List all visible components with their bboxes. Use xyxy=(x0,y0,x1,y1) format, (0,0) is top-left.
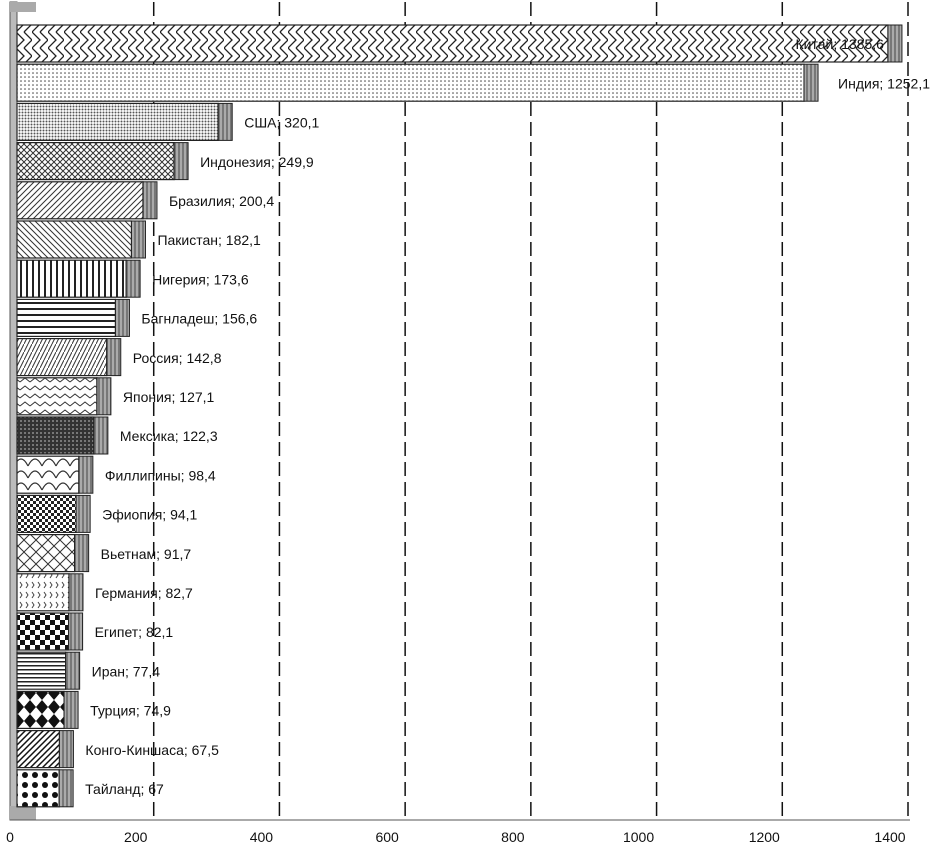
bar-side xyxy=(78,455,94,494)
x-tick-label: 200 xyxy=(124,829,148,845)
bar xyxy=(16,259,127,298)
bar xyxy=(16,533,76,573)
bar xyxy=(16,102,219,142)
bar-side xyxy=(74,534,90,573)
x-tick-label: 400 xyxy=(250,829,274,845)
bar-side xyxy=(142,181,158,220)
data-label: Египет; 82,1 xyxy=(95,624,174,640)
bar xyxy=(16,24,889,63)
axis-corner-block-bottom xyxy=(10,806,36,820)
gridlines xyxy=(152,2,909,820)
bar xyxy=(16,63,805,102)
data-label: Бразилия; 200,4 xyxy=(169,193,274,209)
data-label: Филлипины; 98,4 xyxy=(105,467,216,483)
bar xyxy=(16,573,70,612)
bar-side xyxy=(217,102,233,141)
data-label: Нигерия; 173,6 xyxy=(152,271,249,287)
bar-side xyxy=(114,298,130,337)
data-label: Мексика; 122,3 xyxy=(120,428,218,444)
bar-side xyxy=(68,573,84,612)
x-tick-label: 1000 xyxy=(623,829,654,845)
data-label: Япония; 127,1 xyxy=(123,389,215,405)
bar xyxy=(16,377,98,416)
bars xyxy=(16,24,903,808)
bar xyxy=(16,338,108,377)
bar xyxy=(16,220,133,259)
data-label: Турция; 74,9 xyxy=(90,703,171,719)
x-tick-label: 0 xyxy=(6,829,14,845)
data-label: Индия; 1252,1 xyxy=(838,75,930,91)
x-tick-label: 1200 xyxy=(749,829,780,845)
bar-side xyxy=(125,259,141,298)
bar-side xyxy=(803,63,819,102)
bar xyxy=(16,181,144,220)
bar-side xyxy=(106,338,122,377)
left-axis-wall xyxy=(9,1,18,821)
data-label: Россия; 142,8 xyxy=(133,350,222,366)
bar-side xyxy=(58,730,74,769)
bar-side xyxy=(130,220,146,259)
data-label: Тайланд; 67 xyxy=(85,781,164,797)
bar-side xyxy=(63,690,79,729)
data-label: Индонезия; 249,9 xyxy=(200,154,314,170)
bar-side xyxy=(887,24,903,63)
data-labels: Китай; 1385,6 Индия; 1252,1 США; 320,1 Индо… xyxy=(85,36,930,797)
data-label: Эфиопия; 94,1 xyxy=(102,507,197,523)
x-tick-label: 800 xyxy=(501,829,525,845)
bar-side xyxy=(96,377,112,416)
bar xyxy=(16,769,60,808)
bar-side xyxy=(93,416,109,455)
bar xyxy=(16,455,80,494)
bar-side xyxy=(58,769,74,808)
data-label: Китай; 1385,6 xyxy=(796,36,885,52)
data-label: Пакистан; 182,1 xyxy=(157,232,261,248)
data-label: Багнладеш; 156,6 xyxy=(141,311,257,327)
x-tick-labels: 0 200 400 600 800 1000 1200 1400 xyxy=(6,829,906,845)
bar xyxy=(16,298,117,337)
axis-corner-block-top xyxy=(10,2,36,12)
data-label: США; 320,1 xyxy=(244,115,319,131)
bar xyxy=(16,494,77,533)
x-tick-label: 600 xyxy=(375,829,399,845)
data-label: Конго-Киншаса; 67,5 xyxy=(85,742,219,758)
data-label: Иран; 77,4 xyxy=(92,663,161,679)
x-tick-label: 1400 xyxy=(874,829,905,845)
bar xyxy=(16,142,175,181)
data-label: Германия; 82,7 xyxy=(95,585,193,601)
bar-side xyxy=(75,494,91,533)
bar-side xyxy=(173,142,189,181)
bar-side xyxy=(68,612,84,651)
bar xyxy=(16,690,65,730)
data-label: Вьетнам; 91,7 xyxy=(101,546,192,562)
bar xyxy=(16,651,67,690)
bar xyxy=(16,729,61,769)
bar-side xyxy=(65,651,81,690)
bar xyxy=(16,612,70,651)
bar xyxy=(16,416,95,455)
